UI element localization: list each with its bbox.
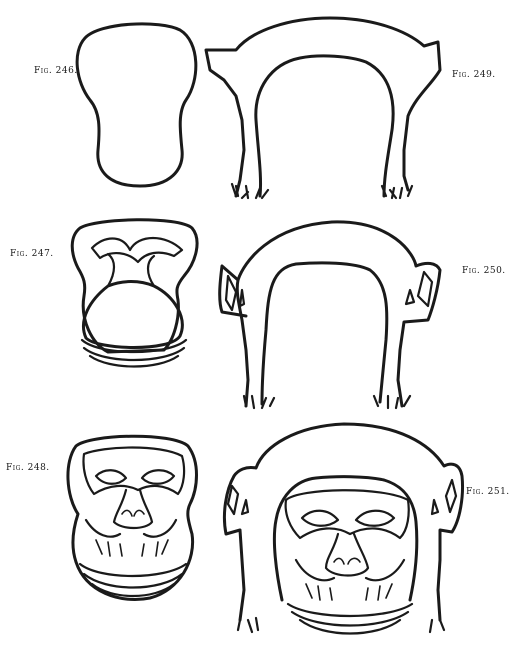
- fig-248-chimp-face: [66, 434, 198, 601]
- fig-251-label: Fig. 251.: [466, 487, 510, 497]
- fig-247-head-construction: [70, 218, 199, 368]
- fig-249-label: Fig. 249.: [452, 70, 496, 80]
- fig-250-head-frame-ears: [218, 220, 442, 410]
- fig-246-head-outline: [75, 22, 198, 188]
- fig-249-head-frame: [204, 16, 442, 200]
- fig-246-label: Fig. 246.: [34, 66, 78, 76]
- fig-250-label: Fig. 250.: [462, 266, 506, 276]
- fig-248-label: Fig. 248.: [6, 463, 50, 473]
- fig-247-label: Fig. 247.: [10, 249, 54, 259]
- fig-251-full-chimp-head: [222, 422, 464, 635]
